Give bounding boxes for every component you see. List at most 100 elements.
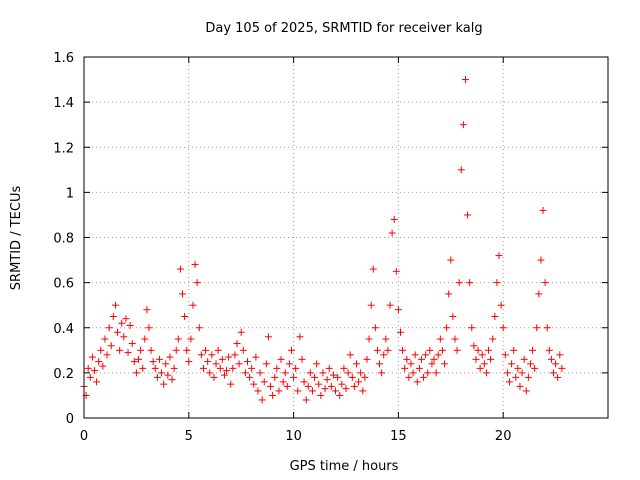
data-point bbox=[367, 301, 375, 309]
data-point bbox=[95, 358, 103, 366]
data-point bbox=[531, 364, 539, 372]
y-tick-label: 0.4 bbox=[53, 322, 74, 337]
data-point bbox=[373, 346, 381, 354]
data-point bbox=[155, 355, 163, 363]
data-point bbox=[264, 333, 272, 341]
data-point bbox=[518, 369, 526, 377]
y-tick-label: 1.4 bbox=[53, 96, 74, 111]
data-point bbox=[405, 373, 413, 381]
data-point bbox=[447, 256, 455, 264]
data-point bbox=[147, 346, 155, 354]
data-point bbox=[273, 364, 281, 372]
data-point bbox=[489, 335, 497, 343]
data-point bbox=[120, 333, 128, 341]
data-point bbox=[545, 346, 553, 354]
data-point bbox=[292, 364, 300, 372]
data-point bbox=[558, 364, 566, 372]
data-point bbox=[369, 265, 377, 273]
data-point bbox=[300, 378, 308, 386]
data-point bbox=[472, 355, 480, 363]
data-point bbox=[399, 346, 407, 354]
data-point bbox=[526, 360, 534, 368]
data-point bbox=[235, 360, 243, 368]
data-point bbox=[189, 301, 197, 309]
data-point bbox=[90, 367, 98, 375]
data-point bbox=[495, 252, 503, 260]
data-point bbox=[166, 353, 174, 361]
data-point bbox=[149, 358, 157, 366]
data-point bbox=[338, 380, 346, 388]
data-point bbox=[134, 355, 142, 363]
y-tick-label: 0 bbox=[66, 412, 74, 427]
data-point bbox=[417, 355, 425, 363]
data-point bbox=[501, 351, 509, 359]
data-point bbox=[246, 373, 254, 381]
data-point bbox=[256, 369, 264, 377]
data-point bbox=[466, 279, 474, 287]
data-point bbox=[422, 351, 430, 359]
data-point bbox=[208, 351, 216, 359]
data-point bbox=[225, 353, 233, 361]
data-point bbox=[346, 351, 354, 359]
data-point bbox=[141, 335, 149, 343]
data-point bbox=[508, 360, 516, 368]
data-point bbox=[164, 371, 172, 379]
data-point bbox=[434, 351, 442, 359]
data-point bbox=[415, 364, 423, 372]
data-point bbox=[99, 362, 107, 370]
data-point bbox=[403, 355, 411, 363]
y-tick-label: 1.2 bbox=[53, 141, 74, 156]
data-point bbox=[355, 378, 363, 386]
data-point bbox=[497, 301, 505, 309]
data-point bbox=[214, 346, 222, 354]
data-point bbox=[505, 378, 513, 386]
data-point bbox=[487, 355, 495, 363]
data-point bbox=[126, 321, 134, 329]
chart-title: Day 105 of 2025, SRMTID for receiver kal… bbox=[205, 21, 482, 36]
data-point bbox=[93, 378, 101, 386]
data-point bbox=[376, 360, 384, 368]
data-point bbox=[195, 324, 203, 332]
data-point bbox=[174, 335, 182, 343]
data-point bbox=[132, 369, 140, 377]
data-point bbox=[455, 279, 463, 287]
data-point bbox=[233, 340, 241, 348]
data-point bbox=[491, 312, 499, 320]
data-point bbox=[170, 364, 178, 372]
data-point bbox=[342, 385, 350, 393]
data-point bbox=[162, 360, 170, 368]
data-point bbox=[118, 319, 126, 327]
data-point bbox=[514, 364, 522, 372]
data-point bbox=[227, 380, 235, 388]
data-point bbox=[252, 353, 260, 361]
data-point bbox=[191, 261, 199, 269]
data-point bbox=[304, 382, 312, 390]
data-point bbox=[308, 387, 316, 395]
data-point bbox=[143, 306, 151, 314]
data-point bbox=[290, 373, 298, 381]
data-point bbox=[451, 335, 459, 343]
y-tick-label: 0.8 bbox=[53, 232, 74, 247]
data-point bbox=[160, 380, 168, 388]
data-point bbox=[503, 369, 511, 377]
data-point bbox=[323, 376, 331, 384]
data-point bbox=[361, 373, 369, 381]
data-point bbox=[179, 290, 187, 298]
data-point bbox=[327, 382, 335, 390]
data-point bbox=[550, 369, 558, 377]
data-point bbox=[306, 369, 314, 377]
data-point bbox=[183, 346, 191, 354]
data-point bbox=[315, 380, 323, 388]
data-point bbox=[334, 373, 342, 381]
data-points bbox=[80, 76, 566, 404]
data-point bbox=[243, 358, 251, 366]
data-point bbox=[443, 324, 451, 332]
data-point bbox=[522, 387, 530, 395]
data-point bbox=[199, 364, 207, 372]
data-point bbox=[378, 369, 386, 377]
data-point bbox=[220, 371, 228, 379]
data-point bbox=[482, 369, 490, 377]
data-point bbox=[432, 369, 440, 377]
data-point bbox=[340, 364, 348, 372]
